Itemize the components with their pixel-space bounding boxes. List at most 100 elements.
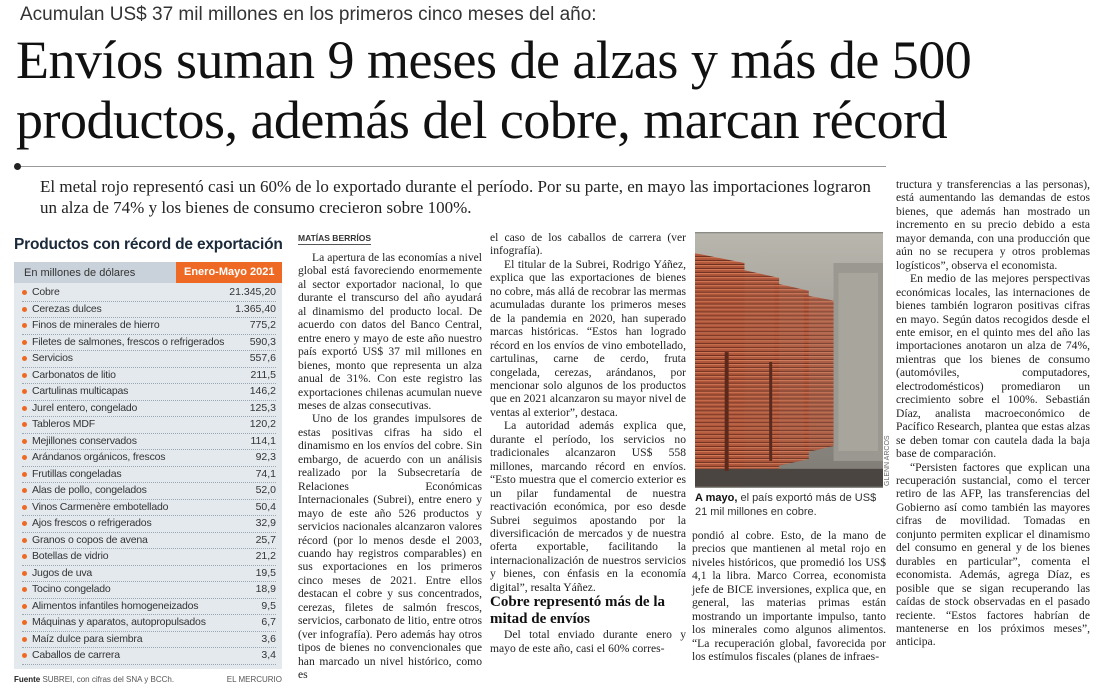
table-row: Vinos Carmenère embotellado 50,4 xyxy=(22,500,276,516)
product-name: Cartulinas multicapas xyxy=(22,384,128,400)
product-label: Vinos Carmenère embotellado xyxy=(32,500,169,513)
product-value: 50,4 xyxy=(255,500,276,513)
product-label: Granos o copos de avena xyxy=(32,533,148,546)
product-value: 3,6 xyxy=(261,632,276,645)
divider xyxy=(16,166,886,167)
product-value: 1.365,40 xyxy=(235,302,276,315)
product-value: 25,7 xyxy=(255,533,276,546)
article-column-4: tructura y transferencias a las personas… xyxy=(896,178,1090,649)
photo-caption: A mayo, el país exportó más de US$ 21 mi… xyxy=(695,491,885,519)
paragraph: La autoridad además explica que, durante… xyxy=(490,419,686,594)
table-row: Botellas de vidrio 21,2 xyxy=(22,549,276,566)
product-name: Botellas de vidrio xyxy=(22,549,109,565)
article-column-1: La apertura de las economías a nivel glo… xyxy=(298,251,482,682)
product-label: Mejillones conservados xyxy=(32,434,137,447)
paragraph: Del total enviado durante enero y mayo d… xyxy=(490,628,686,655)
headline: Envíos suman 9 meses de alzas y más de 5… xyxy=(16,30,972,150)
product-label: Servicios xyxy=(32,352,73,364)
bullet-icon xyxy=(22,570,27,576)
product-value: 21,2 xyxy=(255,550,276,562)
product-name: Vinos Carmenère embotellado xyxy=(22,500,168,516)
product-name: Máquinas y aparatos, autopropulsados xyxy=(22,615,206,631)
product-label: Alas de pollo, congelados xyxy=(32,484,147,496)
bullet-icon xyxy=(22,471,27,477)
table-unit: En millones de dólares xyxy=(24,266,136,279)
byline: MATÍAS BERRÍOS xyxy=(298,233,372,245)
kicker: Acumulan US$ 37 mil millones en los prim… xyxy=(20,4,597,25)
source-text: SUBREI, con cifras del SNA y BCCh. xyxy=(42,674,175,684)
bullet-icon xyxy=(22,339,27,345)
table-row: Tableros MDF 120,2 xyxy=(22,417,276,434)
product-name: Arándanos orgánicos, frescos xyxy=(22,450,166,466)
product-label: Cerezas dulces xyxy=(32,302,102,315)
table-row: Jugos de uva 19,5 xyxy=(22,566,276,582)
bullet-icon xyxy=(22,636,27,642)
table-row: Arándanos orgánicos, frescos 92,3 xyxy=(22,450,276,467)
bullet-icon xyxy=(22,372,27,378)
product-value: 6,7 xyxy=(261,616,276,628)
bullet-icon xyxy=(22,603,27,609)
table-row: Mejillones conservados 114,1 xyxy=(22,434,277,450)
table-row: Granos o copos de avena 25,7 xyxy=(22,533,276,549)
product-value: 74,1 xyxy=(255,467,276,480)
product-name: Carbonatos de litio xyxy=(22,368,116,384)
caption-text: el país exportó más de US$ 21 mil millon… xyxy=(695,492,877,518)
table-row: Frutillas congeladas 74,1 xyxy=(22,467,276,483)
bullet-icon xyxy=(22,356,27,362)
product-value: 146,2 xyxy=(249,385,276,397)
source-label: Fuente xyxy=(14,674,41,684)
product-label: Máquinas y aparatos, autopropulsados xyxy=(32,616,206,628)
product-name: Mejillones conservados xyxy=(22,434,137,450)
product-name: Ajos frescos o refrigerados xyxy=(22,516,152,532)
product-value: 9,5 xyxy=(261,599,276,612)
product-name: Filetes de salmones, frescos o refrigera… xyxy=(22,335,224,351)
publisher: EL MERCURIO xyxy=(226,674,282,684)
bullet-icon xyxy=(22,405,27,411)
product-name: Cerezas dulces xyxy=(22,302,102,318)
product-label: Cobre xyxy=(32,286,60,298)
table-title: Productos con récord de exportación xyxy=(14,236,283,253)
product-value: 32,9 xyxy=(255,517,276,529)
product-label: Maíz dulce para siembra xyxy=(32,632,143,645)
bullet-icon xyxy=(22,488,27,494)
paragraph: Uno de los grandes impulsores de estas p… xyxy=(298,412,482,682)
bullet-icon xyxy=(22,422,27,428)
photo-credit: GLENN ARCOS xyxy=(884,435,891,486)
product-value: 125,3 xyxy=(249,401,276,414)
product-value: 211,5 xyxy=(250,368,277,381)
table-row: Tocino congelado 18,9 xyxy=(22,582,276,599)
table-row: Finos de minerales de hierro 775,2 xyxy=(22,318,276,335)
product-name: Granos o copos de avena xyxy=(22,533,148,549)
product-label: Finos de minerales de hierro xyxy=(32,319,160,331)
product-value: 775,2 xyxy=(249,319,276,331)
product-label: Arándanos orgánicos, frescos xyxy=(32,451,166,463)
product-label: Cartulinas multicapas xyxy=(32,385,129,397)
product-label: Caballos de carrera xyxy=(32,649,120,661)
product-name: Maíz dulce para siembra xyxy=(22,632,143,648)
table-period: Enero-Mayo 2021 xyxy=(176,262,282,283)
bullet-icon xyxy=(22,620,27,626)
bullet-icon xyxy=(22,504,27,510)
product-name: Finos de minerales de hierro xyxy=(22,318,160,334)
subheading: Cobre representó más de la mitad de enví… xyxy=(490,594,665,628)
bullet-icon xyxy=(22,306,27,312)
product-label: Alimentos infantiles homogeneizados xyxy=(32,599,199,612)
product-value: 590,3 xyxy=(249,335,276,348)
photo-illustration xyxy=(695,233,883,487)
product-value: 120,2 xyxy=(249,418,276,430)
paragraph: En medio de las mejores perspectivas eco… xyxy=(896,272,1090,461)
paragraph: pondió al cobre. Esto, de la mano de pre… xyxy=(692,529,886,664)
product-label: Ajos frescos o refrigerados xyxy=(32,517,152,529)
record-exports-table: Productos con récord de exportación En m… xyxy=(14,236,283,684)
product-name: Alas de pollo, congelados xyxy=(22,483,147,499)
table-row: Caballos de carrera 3,4 xyxy=(22,648,276,665)
article-column-2: el caso de los caballos de carrera (ver … xyxy=(490,231,686,655)
product-value: 114,1 xyxy=(250,434,277,447)
product-label: Tableros MDF xyxy=(32,418,95,430)
paragraph: el caso de los caballos de carrera (ver … xyxy=(490,231,686,258)
table-row: Jurel entero, congelado 125,3 xyxy=(22,401,276,417)
bullet-icon xyxy=(22,653,27,659)
table-footer: Fuente SUBREI, con cifras del SNA y BCCh… xyxy=(14,675,282,684)
product-label: Filetes de salmones, frescos o refrigera… xyxy=(32,335,225,348)
copper-cathodes-photo xyxy=(695,232,883,488)
